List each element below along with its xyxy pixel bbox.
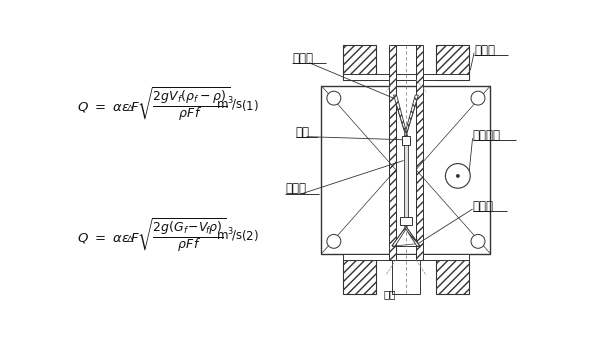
Bar <box>402 136 410 145</box>
Bar <box>322 86 490 254</box>
Text: $(2)$: $(2)$ <box>241 228 259 244</box>
Text: $(1)$: $(1)$ <box>241 97 259 113</box>
Bar <box>343 254 469 260</box>
Circle shape <box>471 91 485 105</box>
Bar <box>416 45 423 260</box>
Bar <box>343 260 376 295</box>
Text: $\mathrm{m}^3\!/\mathrm{s}$: $\mathrm{m}^3\!/\mathrm{s}$ <box>216 226 243 244</box>
Circle shape <box>327 91 341 105</box>
Polygon shape <box>404 227 420 246</box>
Text: $\sqrt{\dfrac{2gV_f(\rho_f-\rho)}{\rho Ff}}$: $\sqrt{\dfrac{2gV_f(\rho_f-\rho)}{\rho F… <box>137 85 230 123</box>
Text: 浮子: 浮子 <box>296 126 310 139</box>
Text: 锥形管: 锥形管 <box>473 200 494 213</box>
Bar <box>404 145 408 219</box>
Bar <box>436 260 469 295</box>
Polygon shape <box>392 227 407 246</box>
Text: 于锁: 于锁 <box>383 289 396 299</box>
Text: 测量管: 测量管 <box>474 44 495 57</box>
Circle shape <box>327 234 341 248</box>
Bar <box>392 260 420 295</box>
Bar <box>389 45 396 260</box>
Circle shape <box>445 164 470 188</box>
Circle shape <box>457 174 460 177</box>
Text: $\sqrt{\dfrac{2g(G_f\!-\!V_{\!f}\rho)}{\rho Ff}}$: $\sqrt{\dfrac{2g(G_f\!-\!V_{\!f}\rho)}{\… <box>137 216 227 254</box>
Text: $Q\ =\ \alpha\varepsilon\!\vartriangle\! F$: $Q\ =\ \alpha\varepsilon\!\vartriangle\!… <box>77 99 140 114</box>
Text: 随动系统: 随动系统 <box>473 129 500 142</box>
Bar <box>436 45 469 80</box>
Bar <box>392 45 420 80</box>
Polygon shape <box>394 95 407 136</box>
Text: 显示器: 显示器 <box>292 51 313 64</box>
Text: $Q\ =\ \alpha\varepsilon\!\vartriangle\! F$: $Q\ =\ \alpha\varepsilon\!\vartriangle\!… <box>77 230 140 245</box>
Bar <box>400 217 412 225</box>
Circle shape <box>471 234 485 248</box>
Polygon shape <box>404 95 418 136</box>
Text: $\mathrm{m}^3\!/\mathrm{s}$: $\mathrm{m}^3\!/\mathrm{s}$ <box>216 95 243 113</box>
Bar <box>343 45 376 80</box>
Text: 导向管: 导向管 <box>285 182 306 196</box>
Bar <box>343 73 469 80</box>
